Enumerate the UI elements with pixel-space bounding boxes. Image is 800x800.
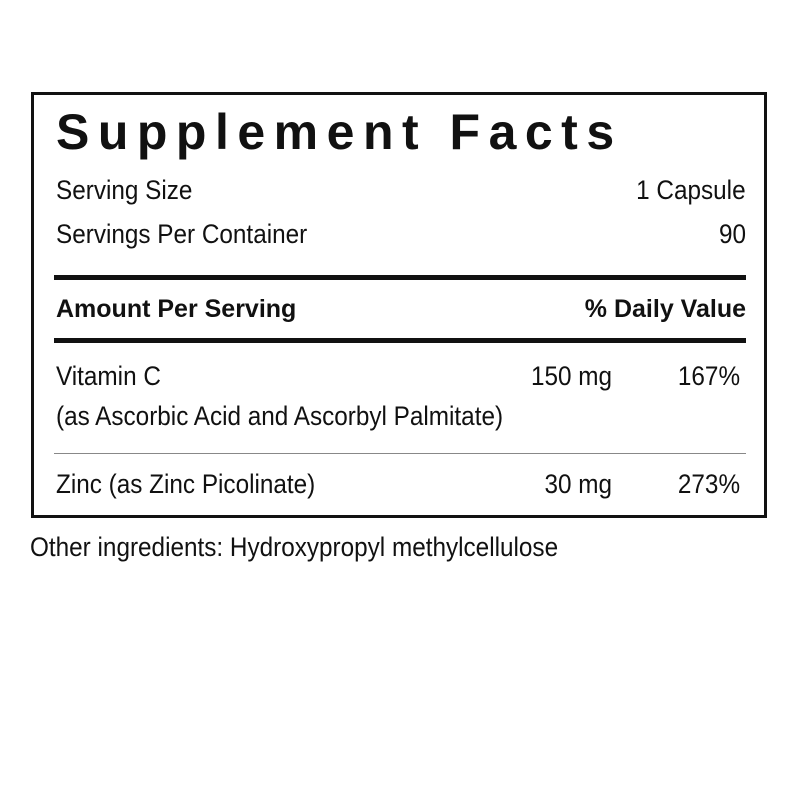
nutrient-name: Vitamin C xyxy=(56,361,161,391)
servings-label: Servings Per Container xyxy=(56,219,308,249)
amount-header: Amount Per Serving xyxy=(56,295,297,323)
nutrient-dv: 167% xyxy=(677,361,740,391)
nutrient-amount: 30 mg xyxy=(544,469,612,499)
nutrient-name: Zinc (as Zinc Picolinate) xyxy=(56,469,316,499)
nutrient-source: (as Ascorbic Acid and Ascorbyl Palmitate… xyxy=(56,401,504,431)
thick-divider xyxy=(54,275,746,280)
nutrient-amount: 150 mg xyxy=(530,361,612,391)
other-ingredients: Other ingredients: Hydroxypropyl methylc… xyxy=(30,532,559,562)
servings-value: 90 xyxy=(718,219,746,249)
supplement-facts-panel: Supplement Facts Serving Size 1 Capsule … xyxy=(31,92,767,518)
panel-title: Supplement Facts xyxy=(56,104,623,160)
serving-size-label: Serving Size xyxy=(56,175,193,205)
thin-divider xyxy=(54,453,746,454)
serving-size-value: 1 Capsule xyxy=(636,175,746,205)
dv-header: % Daily Value xyxy=(584,295,746,323)
nutrient-dv: 273% xyxy=(677,469,740,499)
thick-divider xyxy=(54,338,746,343)
